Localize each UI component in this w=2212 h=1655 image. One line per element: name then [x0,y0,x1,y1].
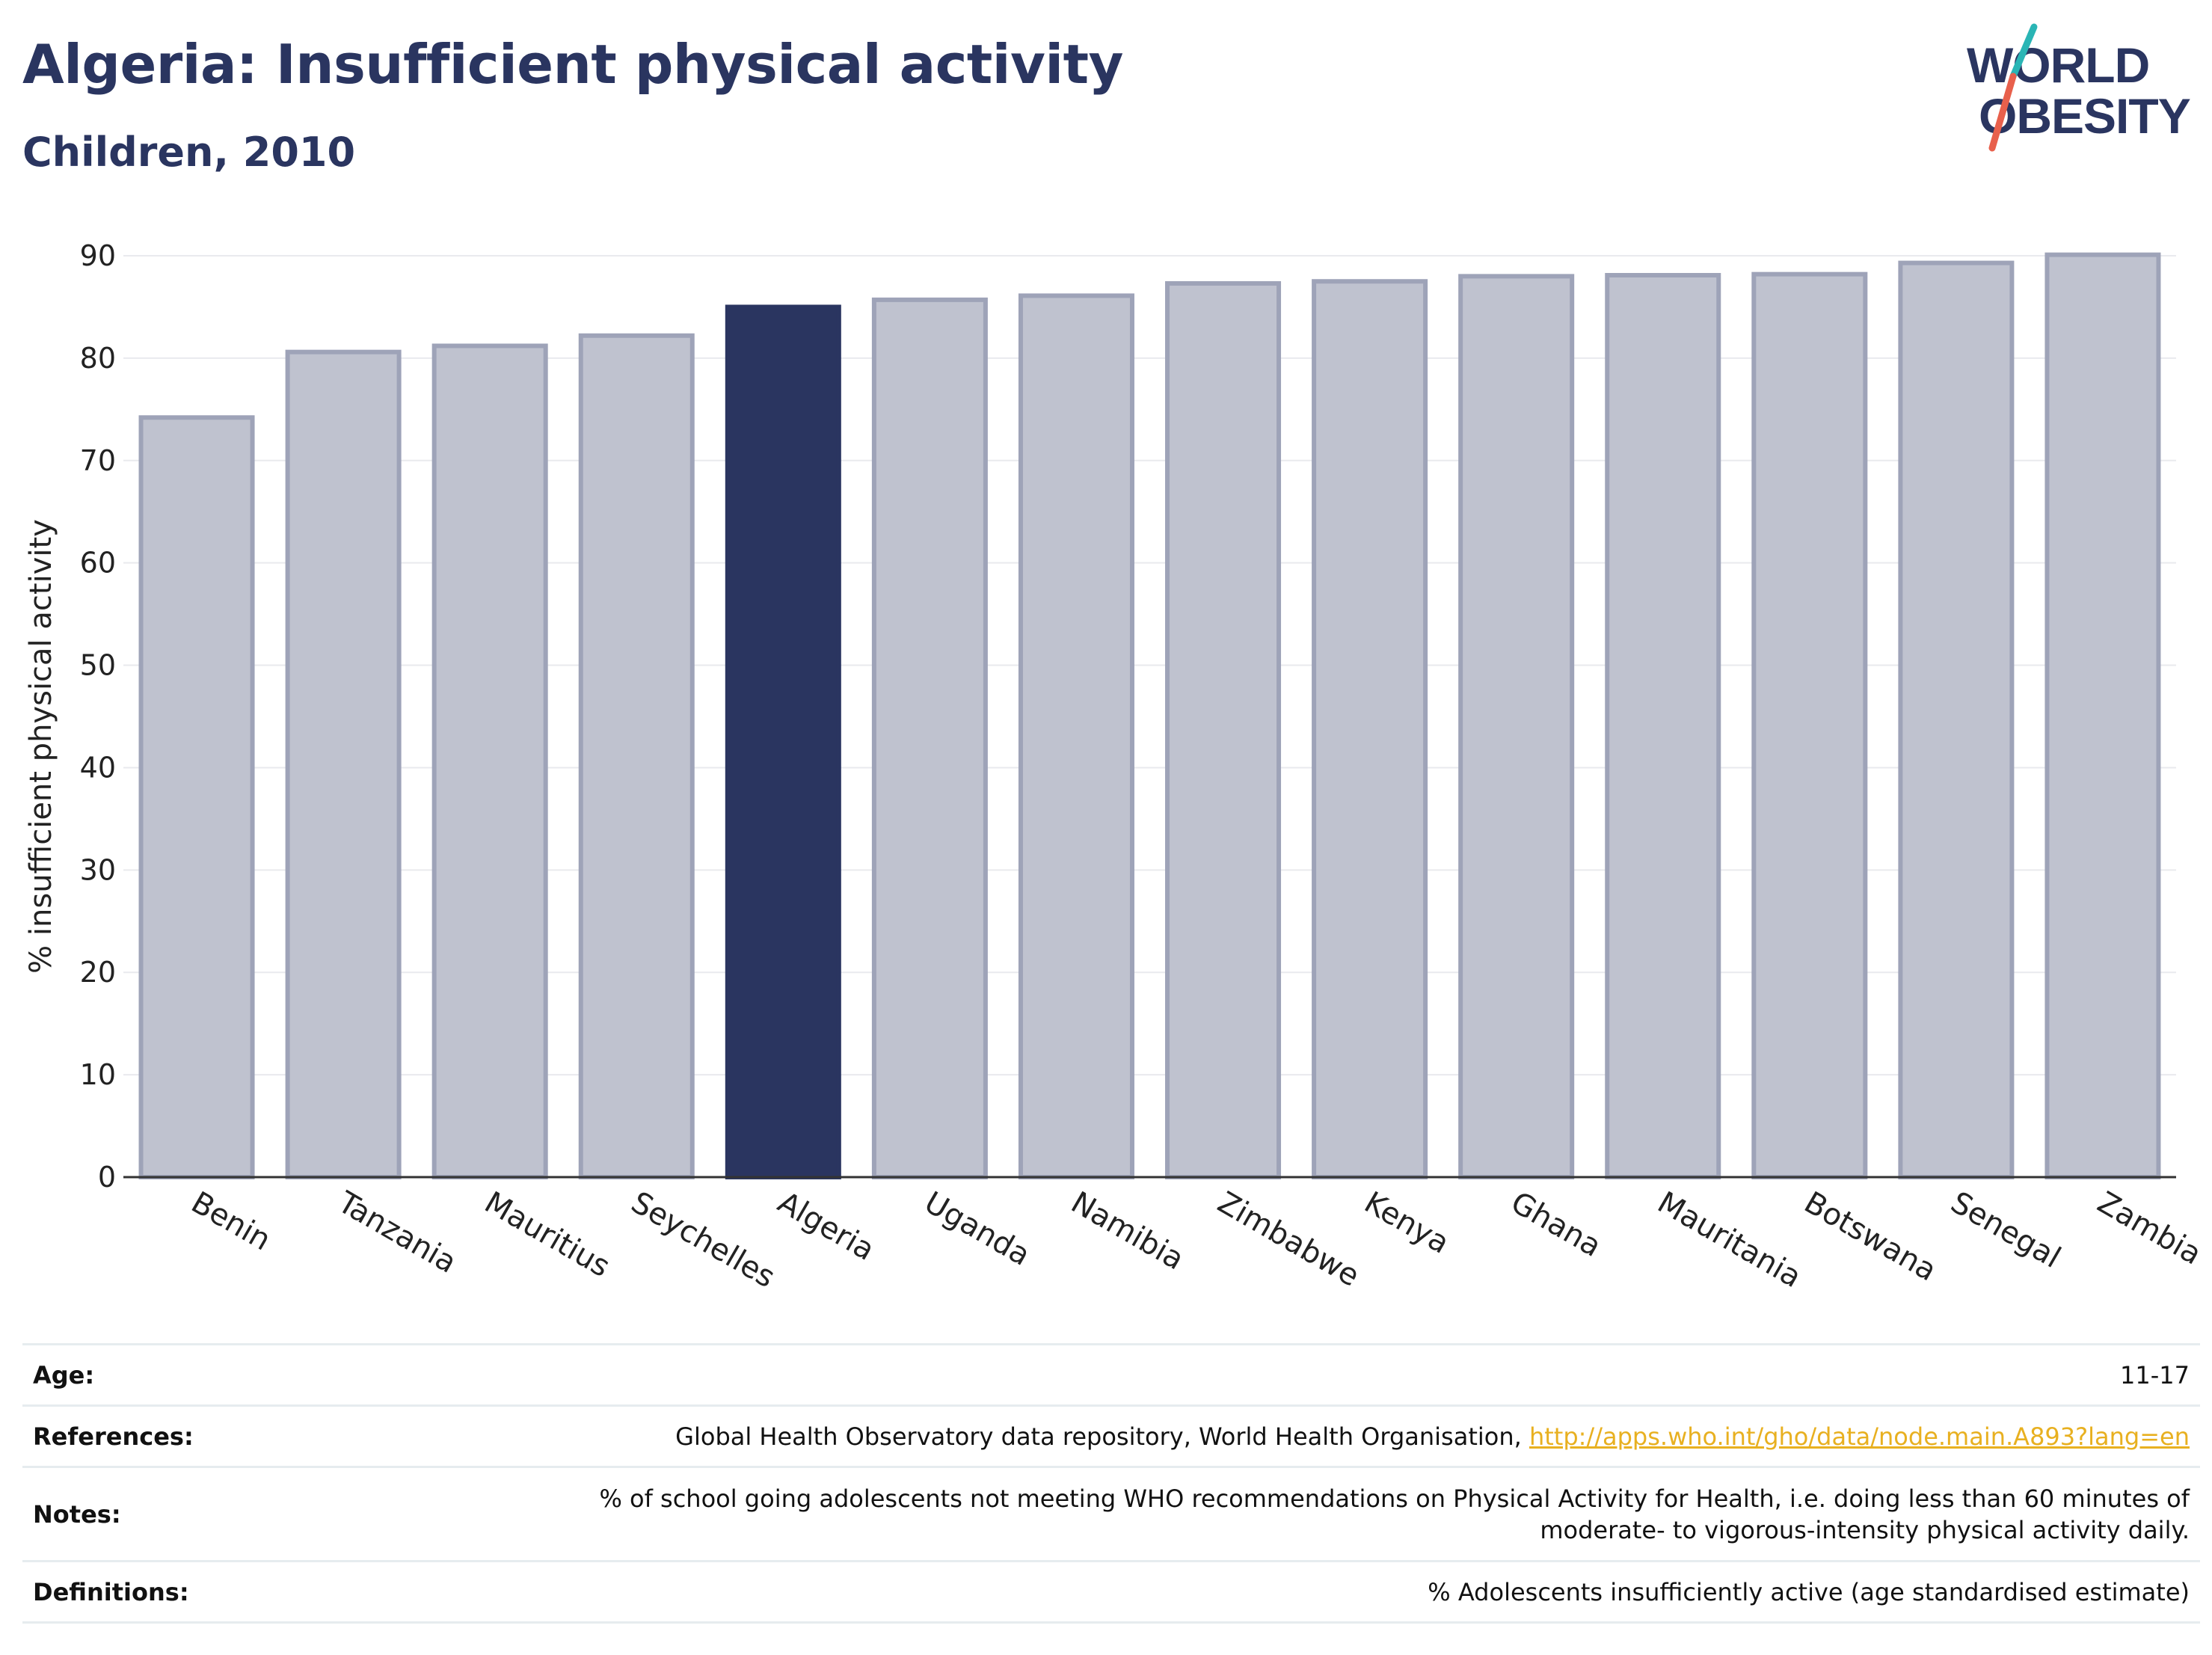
notes-label: Notes: [22,1466,253,1562]
y-tick-label: 10 [80,1058,116,1091]
notes-value: % of school going adolescents not meetin… [253,1466,2200,1562]
bar-benin [138,415,255,1179]
y-tick-label: 60 [80,547,116,580]
y-axis-ticks: 0 10 20 30 40 50 60 70 80 90 [80,239,116,1194]
bar-kenya [1312,279,1428,1180]
x-tick-label: Algeria [772,1185,880,1268]
bar-zimbabwe [1165,280,1282,1180]
x-tick-label: Benin [185,1185,277,1258]
chart-subtitle: Children, 2010 [22,129,356,176]
bar-botswana [1751,271,1868,1179]
age-value: 11-17 [253,1343,2200,1406]
references-label: References: [22,1404,253,1467]
y-tick-label: 20 [80,956,116,989]
gridlines [123,255,2176,1076]
bars [138,252,2161,1180]
bar-senegal [1898,260,2015,1179]
bar-namibia [1018,293,1134,1179]
info-table: Age: 11-17 References: Global Health Obs… [22,1343,2200,1624]
references-text: Global Health Observatory data repositor… [675,1422,1529,1451]
y-tick-label: 0 [98,1161,116,1194]
age-label: Age: [22,1343,253,1406]
x-tick-label: Namibia [1065,1185,1189,1277]
info-row-references: References: Global Health Observatory da… [22,1404,2200,1467]
notes-line-1: % of school going adolescents not meetin… [599,1484,2190,1513]
bar-mauritius [431,343,548,1179]
bar-zambia [2044,252,2161,1179]
y-tick-label: 90 [80,239,116,272]
y-tick-label: 40 [80,751,116,784]
x-tick-label: Uganda [918,1185,1036,1273]
y-tick-label: 70 [80,444,116,477]
definitions-label: Definitions: [22,1560,253,1624]
svg-text:OBESITY: OBESITY [1979,88,2190,144]
bar-seychelles [578,333,695,1180]
chart-title: Algeria: Insufficient physical activity [22,33,1123,96]
world-obesity-logo: WORLD OBESITY [1967,23,2191,152]
references-value: Global Health Observatory data repositor… [253,1404,2200,1467]
x-tick-label: Ghana [1505,1185,1607,1264]
svg-text:WORLD: WORLD [1967,37,2149,93]
info-row-age: Age: 11-17 [22,1343,2200,1406]
x-tick-label: Mauritius [479,1185,615,1284]
x-tick-label: Botswana [1798,1185,1942,1289]
x-tick-label: Kenya [1359,1185,1455,1261]
x-tick-label: Zambia [2092,1185,2208,1272]
y-tick-label: 50 [80,649,116,682]
bar-uganda [871,297,988,1180]
bar-tanzania [285,349,402,1180]
x-tick-label: Zimbabwe [1212,1185,1365,1294]
y-tick-label: 80 [80,342,116,375]
bar-algeria [725,304,841,1179]
bar-ghana [1458,274,1575,1179]
bar-mauritania [1605,273,1721,1179]
x-tick-label: Tanzania [331,1185,462,1280]
notes-line-2: moderate- to vigorous-intensity physical… [1540,1515,2190,1544]
info-row-notes: Notes: % of school going adolescents not… [22,1466,2200,1562]
info-row-definitions: Definitions: % Adolescents insufficientl… [22,1560,2200,1624]
x-tick-label: Seychelles [625,1185,781,1295]
references-link[interactable]: http://apps.who.int/gho/data/node.main.A… [1529,1422,2190,1451]
x-tick-label: Senegal [1945,1185,2066,1275]
bar-chart: 0 10 20 30 40 50 60 70 80 90 Benin Tanzania Mauriti… [24,239,2208,1295]
x-tick-label: Mauritania [1652,1185,1807,1295]
definitions-value: % Adolescents insufficiently active (age… [253,1560,2200,1624]
y-axis-label: % insufficient physical activity [24,519,58,974]
y-tick-label: 30 [80,853,116,886]
